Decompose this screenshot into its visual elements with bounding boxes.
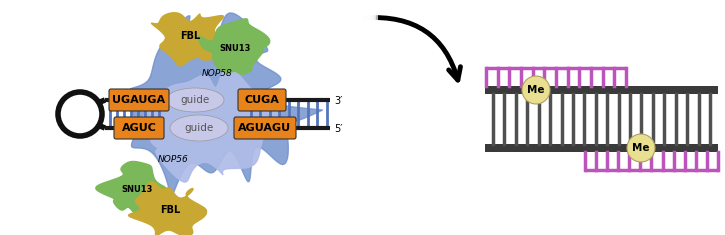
Bar [349,5,368,35]
Text: guide: guide [184,123,214,133]
Text: Me: Me [527,85,544,95]
Text: AGUAGU: AGUAGU [239,123,291,133]
Circle shape [522,76,550,104]
Polygon shape [144,68,283,182]
Polygon shape [130,13,323,198]
Bar [344,5,362,35]
Text: 3′: 3′ [334,96,342,106]
Text: SNU13: SNU13 [121,185,153,195]
FancyBboxPatch shape [114,117,164,139]
Bar [345,5,363,35]
Text: FBL: FBL [160,205,180,215]
Bar [352,5,370,35]
Polygon shape [128,182,207,235]
Text: 5′: 5′ [334,124,342,134]
Bar [360,5,378,35]
FancyBboxPatch shape [238,89,286,111]
Text: guide: guide [181,95,210,105]
Polygon shape [199,19,270,74]
Bar [348,5,366,35]
Polygon shape [96,161,167,215]
Text: Me: Me [632,143,650,153]
Bar [485,144,718,152]
Text: SNU13: SNU13 [219,43,251,52]
Bar [347,5,365,35]
Text: NOP58: NOP58 [202,70,233,78]
FancyBboxPatch shape [109,89,169,111]
Ellipse shape [170,115,228,141]
Circle shape [627,134,655,162]
Text: AGUC: AGUC [122,123,157,133]
Bar [355,5,373,35]
Text: UGAUGA: UGAUGA [112,95,165,105]
Bar [358,5,376,35]
Bar [357,5,375,35]
Bar [485,86,718,94]
Bar [351,5,369,35]
Bar [354,5,372,35]
Polygon shape [152,13,236,66]
FancyArrowPatch shape [365,18,460,80]
Text: FBL: FBL [180,31,200,41]
Text: CUGA: CUGA [244,95,279,105]
Ellipse shape [166,88,224,112]
FancyBboxPatch shape [234,117,296,139]
Text: NOP56: NOP56 [157,156,188,164]
